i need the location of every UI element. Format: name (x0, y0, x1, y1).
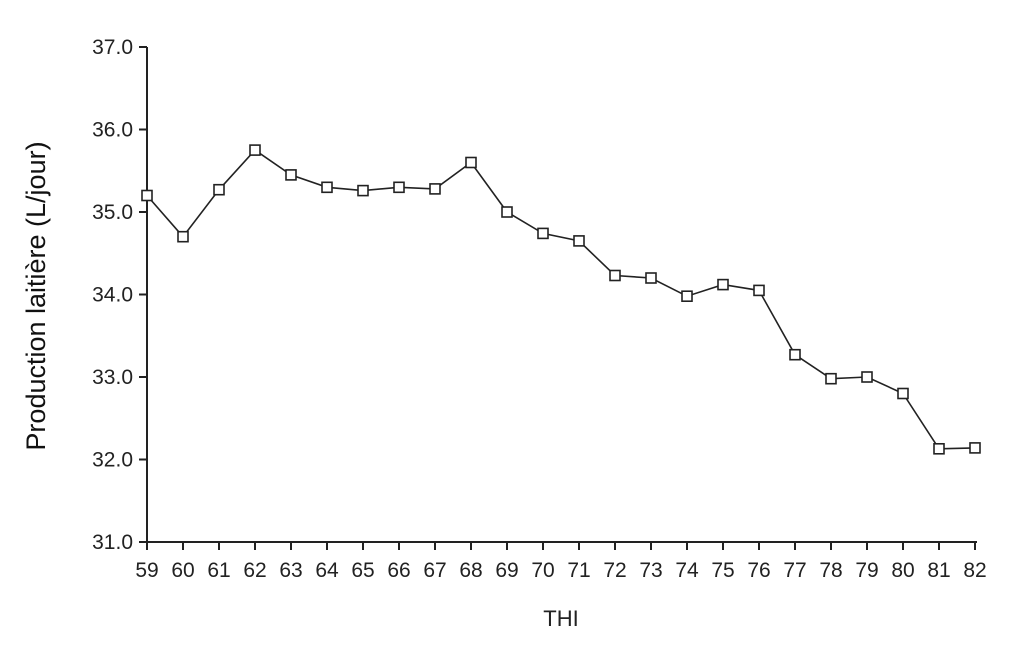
axes (146, 47, 977, 543)
x-tick-label: 74 (675, 559, 699, 582)
x-tick-label: 77 (783, 559, 806, 582)
x-tick-label: 68 (459, 559, 482, 582)
x-tick-label: 69 (495, 559, 518, 582)
series-line (146, 149, 976, 450)
x-tick-label: 82 (963, 559, 986, 582)
y-tick-label: 34.0 (92, 284, 133, 307)
y-tick-label: 36.0 (92, 119, 133, 142)
x-tick-label: 64 (315, 559, 339, 582)
data-points (141, 144, 981, 455)
data-point (393, 181, 405, 194)
x-tick-label: 80 (891, 559, 914, 582)
data-point (645, 272, 657, 284)
x-tick-label: 79 (855, 559, 878, 582)
data-point (465, 156, 477, 169)
data-point (501, 206, 513, 218)
x-tick-label: 60 (171, 559, 194, 582)
x-axis-title: THI (543, 606, 578, 631)
x-tick-label: 59 (135, 559, 158, 582)
y-tick-label: 37.0 (92, 36, 133, 59)
data-point (825, 372, 837, 385)
y-tick-label: 31.0 (92, 531, 133, 554)
data-point (285, 169, 297, 181)
x-tick-label: 76 (747, 559, 770, 582)
data-point (321, 181, 333, 194)
x-tick-label: 63 (279, 559, 302, 582)
x-tick-label: 66 (387, 559, 410, 582)
x-tick-label: 62 (243, 559, 266, 582)
x-tick-label: 81 (927, 559, 950, 582)
y-axis-ticks: 31.0 32.0 33.0 34.0 35.0 36.0 37.0 (92, 36, 147, 554)
x-tick-label: 73 (639, 559, 662, 582)
x-tick-label: 78 (819, 559, 842, 582)
x-tick-label: 72 (603, 559, 626, 582)
x-tick-label: 71 (567, 559, 590, 582)
y-axis-title: Production laitière (L/jour) (21, 141, 51, 450)
data-point (753, 284, 765, 297)
data-point (177, 230, 189, 243)
y-tick-label: 33.0 (92, 366, 133, 389)
data-point (213, 183, 225, 196)
data-point (249, 144, 261, 156)
data-point (897, 387, 909, 400)
data-point (681, 290, 693, 303)
data-point (357, 184, 369, 197)
x-axis-ticks: 59 60 61 62 63 64 65 66 67 68 69 70 71 72 73 74 75 76 77 78… (135, 542, 987, 582)
data-point (609, 269, 621, 282)
x-tick-label: 65 (351, 559, 374, 582)
x-tick-label: 67 (423, 559, 446, 582)
data-point (717, 278, 729, 291)
data-point (789, 348, 801, 361)
data-point (573, 235, 585, 247)
data-point (933, 442, 945, 455)
y-tick-label: 35.0 (92, 201, 133, 224)
data-point (429, 183, 441, 195)
data-point (861, 371, 873, 383)
data-point (141, 189, 153, 202)
x-tick-label: 61 (207, 559, 230, 582)
data-point (537, 227, 549, 240)
data-point (969, 442, 981, 454)
x-tick-label: 75 (711, 559, 734, 582)
y-tick-label: 32.0 (92, 449, 133, 472)
x-tick-label: 70 (531, 559, 554, 582)
